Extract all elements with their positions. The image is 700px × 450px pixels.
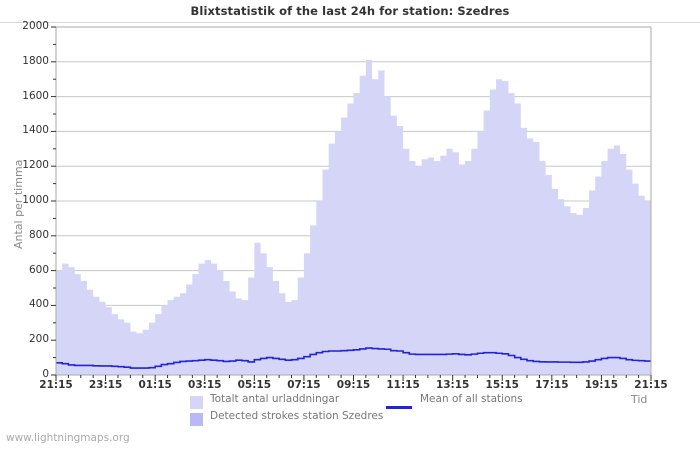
area-total-discharges [56, 60, 651, 376]
legend-swatch-2 [190, 413, 203, 426]
legend-line-key [386, 406, 412, 409]
legend-label-2: Detected strokes station Szedres [210, 410, 384, 422]
x-tick-label: 09:15 [336, 379, 371, 391]
x-tick-label: 05:15 [237, 379, 272, 391]
legend-swatch-1 [190, 396, 203, 409]
y-tick-label: 1000 [22, 194, 49, 206]
x-tick-label: 01:15 [138, 379, 172, 391]
x-tick-label: 07:15 [287, 379, 321, 391]
y-tick-label: 600 [28, 263, 49, 276]
y-tick-label: 1400 [22, 124, 49, 137]
x-axis-label: Tid [631, 393, 648, 406]
x-tick-label: 17:15 [535, 379, 569, 391]
y-tick-label: 1800 [22, 54, 49, 67]
x-tick-label: 23:15 [88, 379, 123, 391]
x-tick-label: 03:15 [188, 379, 222, 391]
y-tick-label: 400 [28, 298, 49, 311]
y-tick-label: 200 [28, 333, 49, 346]
x-tick-label: 11:15 [386, 379, 420, 391]
y-tick-label: 1200 [22, 159, 49, 172]
x-tick-label: 21:15 [634, 379, 668, 391]
y-tick-label: 800 [28, 228, 49, 241]
footer-watermark: www.lightningmaps.org [6, 432, 130, 444]
line-mean-all-stations [56, 347, 651, 369]
x-tick-label: 21:15 [39, 379, 73, 391]
legend-label-1: Totalt antal urladdningar [210, 393, 340, 405]
x-tick-label: 13:15 [435, 379, 470, 391]
legend-label-3: Mean of all stations [420, 393, 523, 405]
title-divider [0, 22, 700, 23]
x-tick-label: 19:15 [584, 379, 619, 391]
y-tick-label: 0 [42, 368, 49, 380]
y-tick-label: 2000 [22, 20, 49, 32]
chart-title: Blixtstatistik of the last 24h for stati… [190, 4, 510, 18]
y-tick-label: 1600 [22, 89, 49, 102]
x-tick-label: 15:15 [485, 379, 519, 391]
